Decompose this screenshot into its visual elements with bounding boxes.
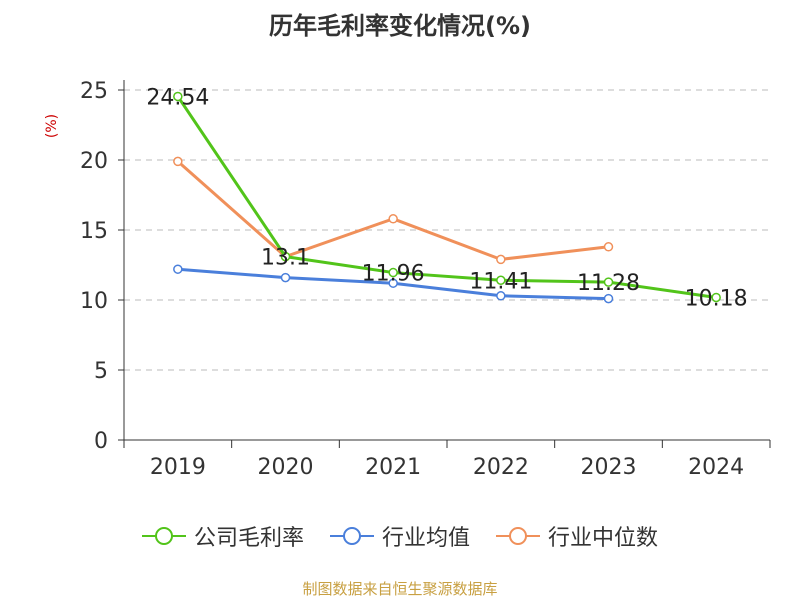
legend: 公司毛利率 行业均值 行业中位数 (0, 520, 800, 552)
legend-item-industry-mean[interactable]: 行业均值 (329, 520, 470, 552)
x-tick-label: 2022 (473, 455, 529, 480)
y-tick-label: 25 (80, 79, 108, 104)
y-tick-label: 10 (80, 289, 108, 314)
x-tick-label: 2021 (365, 455, 421, 480)
data-label: 10.18 (685, 286, 748, 311)
legend-label: 公司毛利率 (193, 526, 304, 551)
x-tick-label: 2024 (688, 455, 744, 480)
x-tick-label: 2019 (150, 455, 206, 480)
legend-item-industry-median[interactable]: 行业中位数 (496, 520, 658, 552)
x-tick-label: 2020 (258, 455, 314, 480)
data-point (496, 291, 506, 301)
legend-marker-icon (496, 527, 540, 545)
data-point (603, 293, 614, 304)
y-tick-label: 20 (80, 149, 108, 174)
data-label: 11.28 (577, 271, 640, 296)
series-line (176, 160, 609, 261)
data-point (496, 254, 506, 265)
x-tick-label: 2023 (581, 455, 637, 480)
data-label: 11.41 (469, 269, 532, 294)
legend-item-company[interactable]: 公司毛利率 (141, 520, 304, 552)
y-tick-label: 0 (94, 429, 108, 454)
legend-label: 行业均值 (381, 526, 470, 551)
data-point (280, 272, 291, 283)
data-source-note: 制图数据来自恒生聚源数据库 (302, 580, 498, 598)
chart-title: 历年毛利率变化情况(%) (269, 12, 531, 40)
legend-marker-icon (329, 527, 374, 545)
data-point (173, 264, 183, 274)
data-point (388, 267, 398, 278)
data-point (173, 156, 183, 167)
data-label: 11.96 (362, 262, 425, 287)
data-label: 13.1 (261, 246, 310, 271)
data-point (711, 292, 721, 303)
legend-marker-icon (141, 527, 186, 545)
y-tick-label: 5 (94, 359, 108, 384)
data-point (388, 278, 398, 288)
data-point (280, 251, 291, 262)
data-point (496, 275, 506, 286)
data-point (603, 277, 614, 287)
data-point (603, 242, 614, 252)
y-tick-label: 15 (80, 219, 108, 244)
legend-label: 行业中位数 (548, 526, 659, 551)
data-point (388, 214, 398, 224)
series-line (176, 95, 717, 299)
data-point (173, 91, 183, 102)
data-label: 24.54 (146, 85, 209, 110)
